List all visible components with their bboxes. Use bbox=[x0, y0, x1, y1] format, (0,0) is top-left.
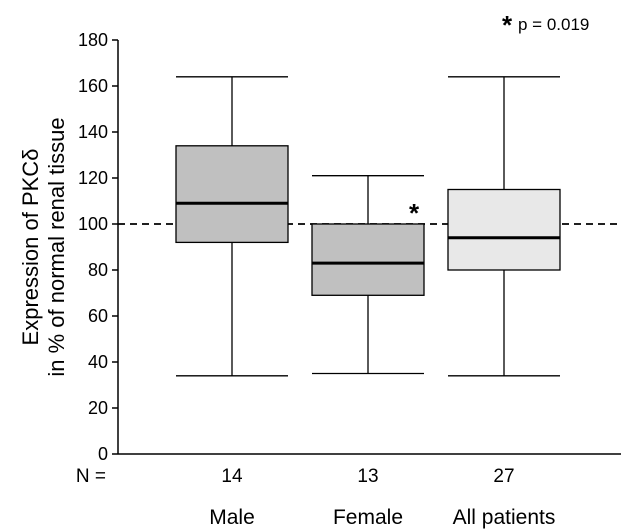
labels-layer: Expression of PKCδ in % of normal renal … bbox=[18, 10, 589, 487]
n-label: N = bbox=[76, 466, 106, 487]
y-tick-label: 20 bbox=[88, 398, 108, 418]
y-tick-label: 0 bbox=[98, 444, 108, 464]
category-label: All patients bbox=[453, 506, 556, 529]
y-tick-label: 100 bbox=[78, 214, 108, 234]
boxes-layer: 14 Male 13 Female * 27 All patients bbox=[175, 76, 561, 529]
box-group: 14 Male bbox=[175, 76, 289, 529]
y-tick-label: 160 bbox=[78, 76, 108, 96]
category-label: Male bbox=[209, 506, 255, 529]
y-axis-label-line2: in % of normal renal tissue bbox=[44, 117, 69, 376]
significance-star: * bbox=[409, 198, 420, 228]
y-tick-label: 120 bbox=[78, 168, 108, 188]
n-count-label: 14 bbox=[221, 466, 243, 487]
y-tick-label: 80 bbox=[88, 260, 108, 280]
box-group: 27 All patients bbox=[447, 76, 561, 529]
p-value-text: p = 0.019 bbox=[518, 15, 589, 34]
box-group: 13 Female * bbox=[311, 175, 425, 529]
n-count-label: 13 bbox=[357, 466, 378, 487]
iqr-box bbox=[175, 145, 289, 244]
y-ticks-layer: 0 20 40 60 80 100 120 140 160 180 bbox=[78, 30, 118, 464]
y-axis-label-line1: Expression of PKCδ bbox=[18, 149, 43, 346]
significance-star-top: * bbox=[502, 10, 513, 40]
axes-layer bbox=[117, 40, 621, 455]
y-tick-label: 140 bbox=[78, 122, 108, 142]
n-count-label: 27 bbox=[493, 466, 514, 487]
y-tick-label: 40 bbox=[88, 352, 108, 372]
iqr-box bbox=[311, 223, 425, 296]
category-label: Female bbox=[333, 506, 403, 529]
iqr-box bbox=[447, 188, 561, 271]
y-tick-label: 60 bbox=[88, 306, 108, 326]
y-tick-label: 180 bbox=[78, 30, 108, 50]
